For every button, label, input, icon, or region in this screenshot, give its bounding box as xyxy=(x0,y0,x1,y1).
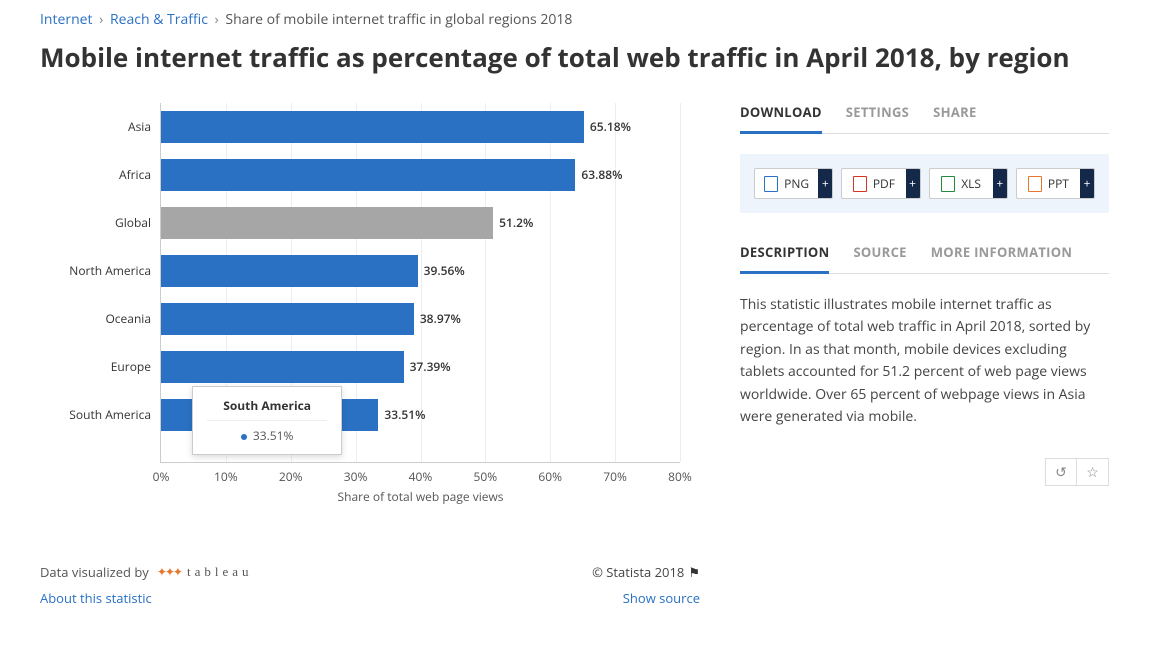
bar-value-label: 38.97% xyxy=(420,303,461,335)
plus-icon: + xyxy=(906,169,920,198)
category-label: Africa xyxy=(41,159,151,191)
png-file-icon xyxy=(764,176,778,192)
download-label: XLS xyxy=(961,175,981,192)
top-tabs: DOWNLOAD SETTINGS SHARE xyxy=(740,103,1109,134)
bar-row: Africa63.88% xyxy=(161,159,680,191)
chart-tooltip: South America 33.51% xyxy=(192,386,342,455)
gridline xyxy=(680,103,681,462)
bar-row: Global51.2% xyxy=(161,207,680,239)
pdf-file-icon xyxy=(853,176,867,192)
viz-by: Data visualized by tableau xyxy=(40,563,253,581)
x-tick-label: 80% xyxy=(668,468,692,485)
breadcrumb-sep: › xyxy=(96,10,107,29)
tooltip-title: South America xyxy=(207,397,327,421)
tooltip-dot-icon xyxy=(241,434,247,440)
download-label: PNG xyxy=(784,175,809,192)
plus-icon: + xyxy=(818,169,832,198)
download-xls-button[interactable]: XLS + xyxy=(929,168,1008,199)
bar[interactable]: 38.97% xyxy=(161,303,414,335)
bar-row: North America39.56% xyxy=(161,255,680,287)
tab-description[interactable]: DESCRIPTION xyxy=(740,243,829,274)
download-pdf-button[interactable]: PDF + xyxy=(841,168,920,199)
bar-value-label: 65.18% xyxy=(590,111,631,143)
bar[interactable]: 37.39% xyxy=(161,351,404,383)
bar[interactable]: 51.2% xyxy=(161,207,493,239)
bar-row: Europe37.39% xyxy=(161,351,680,383)
category-label: Asia xyxy=(41,111,151,143)
download-png-button[interactable]: PNG + xyxy=(754,168,833,199)
bar-value-label: 39.56% xyxy=(424,255,465,287)
x-tick-label: 0% xyxy=(153,468,170,485)
bar-value-label: 33.51% xyxy=(384,399,425,431)
show-source-link[interactable]: Show source xyxy=(623,589,700,607)
breadcrumb: Internet › Reach & Traffic › Share of mo… xyxy=(40,10,1109,29)
viz-by-label: Data visualized by xyxy=(40,563,149,581)
x-tick-label: 50% xyxy=(474,468,498,485)
category-label: North America xyxy=(41,255,151,287)
bar-value-label: 51.2% xyxy=(499,207,533,239)
tab-settings[interactable]: SETTINGS xyxy=(846,103,909,133)
bottom-tabs: DESCRIPTION SOURCE MORE INFORMATION xyxy=(740,243,1109,274)
x-tick-label: 20% xyxy=(279,468,303,485)
tooltip-value: 33.51% xyxy=(207,427,327,444)
x-tick-label: 40% xyxy=(409,468,433,485)
tab-download[interactable]: DOWNLOAD xyxy=(740,103,822,134)
x-tick-label: 10% xyxy=(214,468,238,485)
bar[interactable]: 65.18% xyxy=(161,111,584,143)
undo-button[interactable]: ↺ xyxy=(1045,458,1077,486)
copyright-text: © Statista 2018 xyxy=(592,563,684,581)
tab-share[interactable]: SHARE xyxy=(933,103,976,133)
ppt-file-icon xyxy=(1028,176,1042,192)
category-label: Oceania xyxy=(41,303,151,335)
category-label: Global xyxy=(41,207,151,239)
copyright: © Statista 2018 xyxy=(592,563,700,581)
description-text: This statistic illustrates mobile intern… xyxy=(740,294,1109,428)
bar-chart: 0% 10% 20% 30% 40% 50% 60% 70% 80% Share of total… xyxy=(40,103,700,523)
about-link[interactable]: About this statistic xyxy=(40,589,152,607)
bar-value-label: 37.39% xyxy=(410,351,451,383)
favorite-button[interactable]: ☆ xyxy=(1077,458,1109,486)
tab-source[interactable]: SOURCE xyxy=(853,243,906,273)
download-row: PNG + PDF + XLS + PPT + xyxy=(740,154,1109,213)
x-tick-label: 30% xyxy=(344,468,368,485)
xls-file-icon xyxy=(941,176,955,192)
x-axis-title: Share of total web page views xyxy=(338,488,504,505)
breadcrumb-current: Share of mobile internet traffic in glob… xyxy=(225,10,572,29)
breadcrumb-sep: › xyxy=(211,10,222,29)
category-label: Europe xyxy=(41,351,151,383)
download-ppt-button[interactable]: PPT + xyxy=(1016,168,1095,199)
chart-plot: 0%10%20%30%40%50%60%70%80%Share of total… xyxy=(160,103,680,463)
plus-icon: + xyxy=(993,169,1007,198)
page-title: Mobile internet traffic as percentage of… xyxy=(40,39,1109,75)
breadcrumb-link[interactable]: Internet xyxy=(40,10,93,29)
plus-icon: + xyxy=(1080,169,1094,198)
tab-more-information[interactable]: MORE INFORMATION xyxy=(931,243,1073,273)
category-label: South America xyxy=(41,399,151,431)
tableau-logo: tableau xyxy=(157,564,253,580)
side-actions: ↺ ☆ xyxy=(740,458,1109,486)
breadcrumb-link[interactable]: Reach & Traffic xyxy=(110,10,208,29)
bar[interactable]: 63.88% xyxy=(161,159,575,191)
x-tick-label: 60% xyxy=(538,468,562,485)
x-tick-label: 70% xyxy=(603,468,627,485)
flag-icon xyxy=(688,563,700,581)
bar[interactable]: 39.56% xyxy=(161,255,418,287)
bar-value-label: 63.88% xyxy=(581,159,622,191)
bar-row: Oceania38.97% xyxy=(161,303,680,335)
download-label: PDF xyxy=(873,175,895,192)
download-label: PPT xyxy=(1048,175,1069,192)
bar-row: Asia65.18% xyxy=(161,111,680,143)
